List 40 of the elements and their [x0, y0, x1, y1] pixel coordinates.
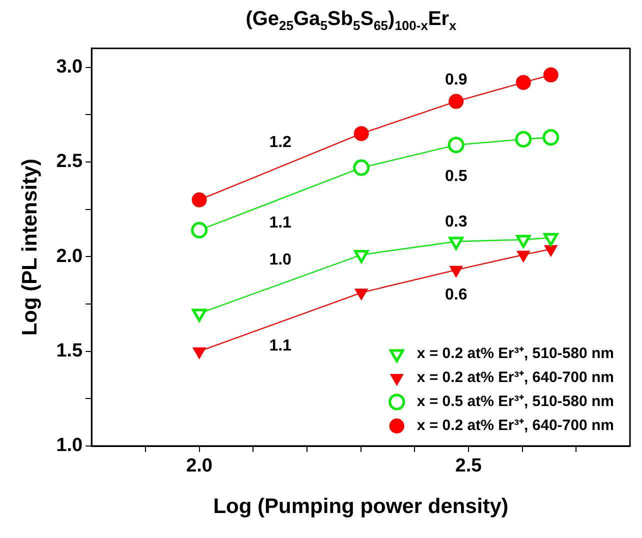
point [354, 250, 369, 264]
point [516, 234, 531, 248]
y-axis-title: Log (PL intensity) [18, 158, 42, 336]
point [544, 232, 558, 246]
point [353, 159, 370, 176]
point [543, 67, 558, 82]
annotation: 1.2 [269, 134, 292, 152]
point [542, 129, 560, 146]
chart-title: (Ge$_{25}$Ga$_{5}$Sb$_{5}$S$_{65}$)$_{100-x}$Er$_{x}$ [246, 8, 456, 33]
y-tick-label: 3.0 [56, 56, 83, 78]
point [448, 136, 464, 154]
point [448, 236, 464, 250]
legend-label: x = 0.2 at% Er³⁺, 510-580 nm [416, 345, 614, 362]
point [354, 288, 368, 300]
point [448, 94, 464, 109]
x-axis-title: Log (Pumping power density) [213, 495, 508, 518]
point [192, 192, 207, 208]
y-tick-label: 2.5 [56, 151, 84, 172]
point [192, 308, 207, 322]
point [515, 131, 532, 148]
point [191, 222, 208, 238]
point [450, 266, 463, 278]
point [516, 250, 530, 262]
point [354, 126, 369, 142]
point [192, 347, 206, 359]
point [544, 245, 558, 257]
annotation: 1.0 [269, 252, 292, 269]
y-tick-label: 1.0 [56, 435, 83, 456]
point [516, 74, 531, 90]
legend-label: x = 0.5 at% Er³⁺, 510-580 nm [416, 393, 614, 410]
annotation: 1.1 [269, 337, 292, 354]
legend-label: x = 0.2 at% Er³⁺, 640-700 nm [416, 369, 614, 386]
annotation: 0.5 [444, 168, 468, 185]
annotation: 0.9 [444, 72, 468, 89]
annotation: 0.3 [444, 214, 468, 231]
y-tick-label: 2.0 [56, 246, 83, 267]
annotation: 1.1 [269, 214, 292, 232]
legend-label: x = 0.2 at% Er³⁺, 640-700 nm [416, 417, 614, 434]
y-tick-label: 1.5 [56, 340, 84, 362]
annotation: 0.6 [444, 286, 468, 304]
